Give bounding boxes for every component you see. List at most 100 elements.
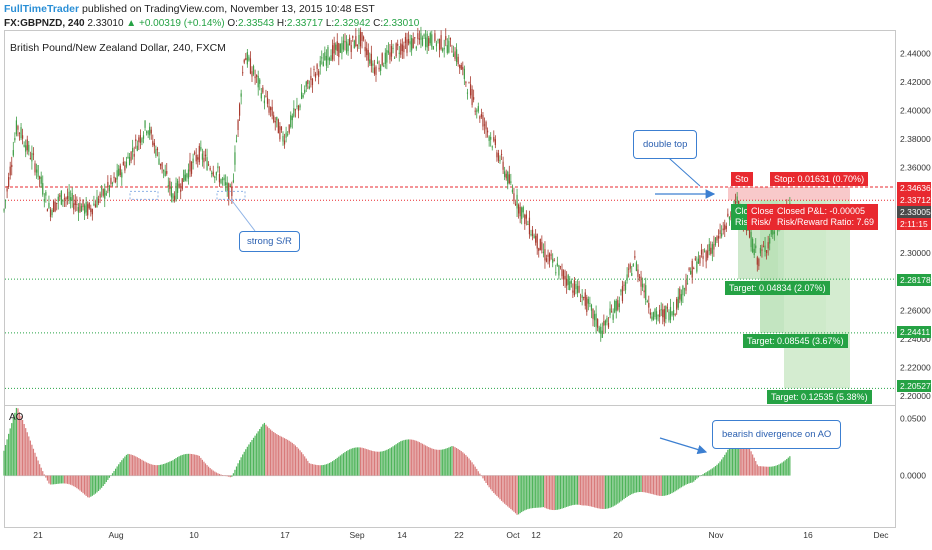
candle-up (651, 316, 653, 320)
ao-bar (146, 462, 148, 476)
ao-bar (657, 475, 659, 496)
ao-bar (324, 464, 326, 476)
sr-box-left (129, 190, 159, 200)
candle-down (249, 58, 252, 74)
candle-down (767, 242, 769, 249)
ao-bar (6, 439, 8, 476)
candle-up (221, 178, 224, 180)
ao-bar (549, 475, 551, 510)
ao-bar (665, 475, 667, 496)
ao-bar (425, 445, 427, 476)
candle-up (335, 44, 337, 50)
ao-bar (522, 475, 524, 512)
candle-down (94, 204, 97, 208)
ao-bar (705, 472, 707, 476)
candle-down (722, 228, 724, 231)
candle-down (643, 290, 645, 293)
ao-bar (128, 454, 131, 476)
stop-label-short[interactable]: Sto (731, 172, 753, 186)
ao-bar (240, 457, 242, 476)
ao-bar (710, 469, 712, 476)
ao-bar (614, 475, 616, 506)
risk-reward-text: Risk/Reward Ratio: 7.69 (777, 217, 875, 227)
ao-bar (330, 462, 332, 476)
candle-down (22, 135, 24, 139)
ao-bar (285, 438, 287, 476)
candle-down (378, 67, 380, 70)
author-link[interactable]: FullTimeTrader (4, 3, 80, 15)
ao-bar (369, 450, 371, 476)
ao-bar (271, 430, 273, 476)
candle-down (459, 64, 461, 69)
ao-bar (411, 439, 413, 476)
target2-price-tag: 2.24411 (897, 326, 931, 338)
candle-down (307, 80, 309, 84)
candle-down (603, 320, 605, 326)
pane-divider[interactable] (4, 405, 896, 406)
candle-down (34, 163, 36, 173)
candle-down (156, 148, 159, 151)
ao-bar (476, 468, 478, 476)
ao-bar (204, 463, 207, 476)
ao-bar (609, 475, 611, 508)
target1-label[interactable]: Target: 0.04834 (2.07%) (725, 281, 830, 295)
candle-up (614, 300, 616, 313)
target3-label[interactable]: Target: 0.12535 (5.38%) (767, 390, 872, 404)
ao-bar (736, 432, 738, 476)
bearish-divergence-callout[interactable]: bearish divergence on AO (712, 420, 842, 449)
candle-down (262, 87, 264, 93)
candle-up (93, 203, 95, 206)
ao-bar (516, 475, 518, 515)
ao-bar (781, 462, 783, 476)
ao-bar (270, 429, 272, 476)
ao-bar (273, 432, 275, 476)
candle-up (522, 207, 524, 213)
ao-bar (580, 475, 582, 506)
ao-bar (473, 464, 475, 476)
candle-down (336, 41, 338, 52)
candle-up (435, 43, 438, 47)
ao-bar (490, 475, 492, 490)
ao-bar (107, 475, 109, 480)
date-tick-label: Aug (108, 530, 123, 540)
ao-bar (648, 475, 650, 494)
ao-bar (513, 475, 515, 512)
candle-up (252, 66, 255, 75)
ao-bar (57, 475, 59, 484)
candle-up (132, 148, 134, 153)
candle-up (423, 34, 425, 37)
candle-up (764, 245, 766, 252)
strong-sr-callout[interactable]: strong S/R (239, 231, 300, 252)
closed-pnl-label[interactable]: Closed P&L: -0.00005 Risk/Reward Ratio: … (773, 204, 879, 230)
ao-bar (462, 452, 464, 476)
ao-bar (748, 448, 751, 476)
ao-bar (426, 446, 428, 476)
candle-down (621, 286, 624, 302)
double-top-callout[interactable]: double top (633, 130, 698, 159)
candle-up (606, 318, 608, 323)
candle-up (68, 191, 70, 201)
candle-up (299, 105, 301, 108)
candle-down (693, 268, 695, 270)
sr-callout-pointer (230, 199, 256, 232)
candle-up (144, 120, 146, 128)
ao-bar (587, 475, 589, 506)
candle-down (8, 177, 10, 187)
ao-bar (786, 458, 788, 476)
candle-up (682, 285, 684, 296)
ao-bar (328, 462, 331, 476)
ao-bar (787, 457, 789, 476)
ao-bar (259, 429, 261, 476)
ao-bar (46, 475, 48, 481)
ao-bar (296, 446, 298, 476)
ao-bar (198, 455, 200, 476)
candle-up (690, 270, 692, 275)
candle-down (364, 46, 366, 52)
ao-bar (65, 475, 67, 484)
ao-bar (449, 446, 451, 476)
ao-bar (115, 468, 117, 476)
stop-label[interactable]: Stop: 0.01631 (0.70%) (770, 172, 869, 186)
ao-bar (555, 475, 557, 510)
target2-label[interactable]: Target: 0.08545 (3.67%) (743, 334, 848, 348)
